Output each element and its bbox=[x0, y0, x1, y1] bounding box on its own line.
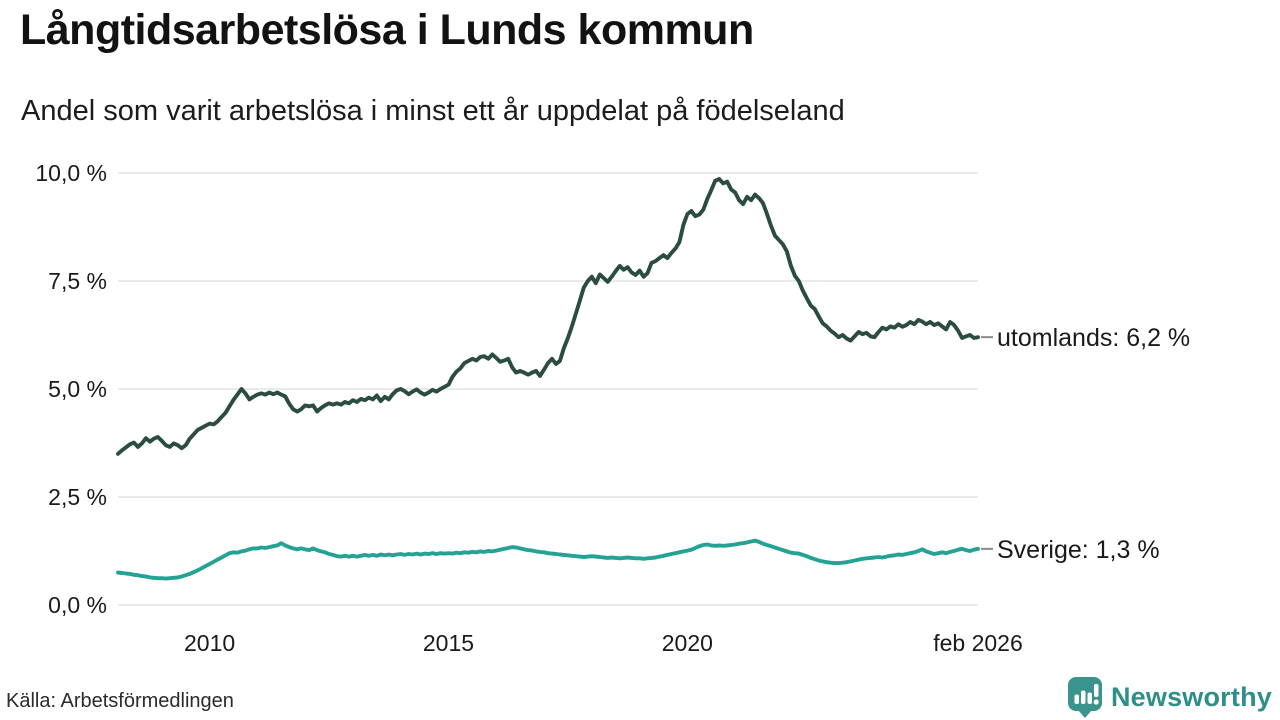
series-end-label-Sverige: Sverige: 1,3 % bbox=[997, 536, 1160, 564]
y-tick-label: 5,0 % bbox=[48, 376, 107, 402]
x-tick-label: feb 2026 bbox=[933, 630, 1023, 656]
y-tick-label: 0,0 % bbox=[48, 592, 107, 618]
series-end-label-utomlands: utomlands: 6,2 % bbox=[997, 324, 1190, 352]
y-tick-label: 7,5 % bbox=[48, 268, 107, 294]
series-line-utomlands bbox=[116, 177, 980, 456]
newsworthy-wordmark: Newsworthy bbox=[1110, 681, 1272, 712]
x-tick-label: 2020 bbox=[662, 630, 713, 656]
x-tick-label: 2010 bbox=[184, 630, 235, 656]
chart-subtitle: Andel som varit arbetslösa i minst ett å… bbox=[21, 95, 845, 127]
y-tick-label: 2,5 % bbox=[48, 484, 107, 510]
y-tick-label: 10,0 % bbox=[35, 160, 107, 186]
newsworthy-badge-icon bbox=[1067, 677, 1102, 718]
series-line-Sverige bbox=[116, 538, 980, 581]
x-tick-label: 2015 bbox=[423, 630, 474, 656]
source-note: Källa: Arbetsförmedlingen bbox=[6, 690, 234, 712]
newsworthy-logo: Newsworthy bbox=[1067, 676, 1272, 718]
chart-title: Långtidsarbetslösa i Lunds kommun bbox=[20, 6, 754, 54]
